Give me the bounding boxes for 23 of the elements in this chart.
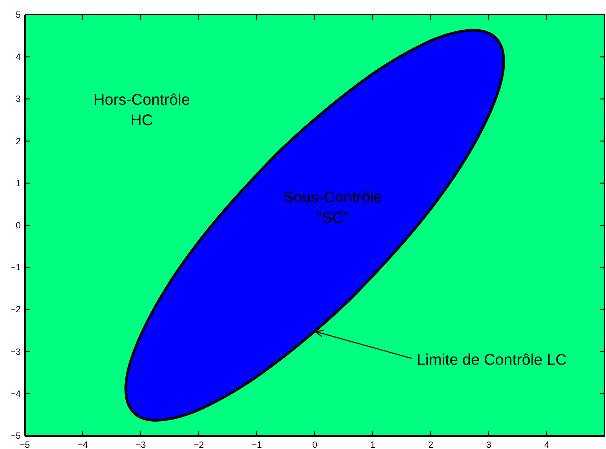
x-tick-label: 3 — [486, 440, 492, 449]
y-tick-label: 4 — [16, 52, 21, 62]
x-tick-label: 4 — [544, 440, 550, 449]
y-tick-label: 1 — [16, 178, 21, 188]
x-tick-label: −1 — [252, 440, 262, 449]
y-tick-label: 0 — [16, 220, 21, 230]
y-tick-label: 2 — [16, 136, 21, 146]
x-tick-label: 0 — [312, 440, 318, 449]
y-tick-label: −3 — [10, 346, 21, 357]
x-tick-label: −4 — [78, 440, 88, 449]
x-tick-label: −3 — [136, 440, 146, 449]
annotation: Sous-Contrôle "SC" — [283, 188, 383, 226]
y-tick-label: 5 — [16, 10, 21, 20]
x-tick-label: 2 — [428, 440, 434, 449]
y-tick-label: −4 — [10, 388, 21, 399]
x-tick-label: −2 — [194, 440, 204, 449]
annotation: Limite de Contrôle LC — [417, 352, 567, 370]
y-tick-label: −5 — [10, 431, 21, 441]
x-tick-label: 1 — [370, 440, 376, 449]
annotation: Hors-Contrôle HC — [94, 91, 190, 129]
y-tick-label: 3 — [16, 94, 21, 104]
y-tick-label: −2 — [10, 304, 21, 315]
y-tick-label: −1 — [10, 262, 21, 273]
